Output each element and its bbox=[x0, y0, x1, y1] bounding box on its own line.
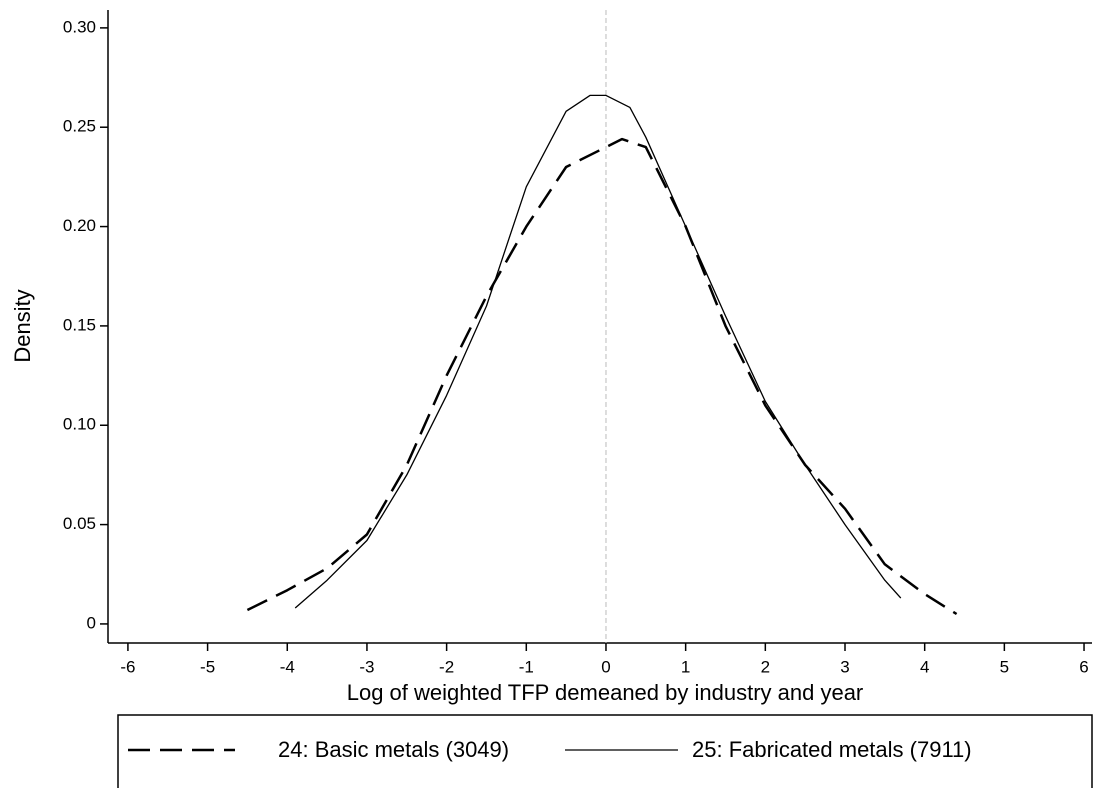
x-tick-label: 1 bbox=[681, 657, 690, 676]
density-line bbox=[294, 94, 902, 609]
x-tick-label: 4 bbox=[920, 657, 929, 676]
x-tick-label: -1 bbox=[519, 657, 534, 676]
x-tick-label: 3 bbox=[840, 657, 849, 676]
y-tick-label: 0.05 bbox=[63, 514, 96, 533]
legend-label: 24: Basic metals (3049) bbox=[278, 737, 509, 762]
x-tick-label: -3 bbox=[359, 657, 374, 676]
x-tick-label: 2 bbox=[761, 657, 770, 676]
density-line bbox=[246, 137, 958, 616]
legend-label: 25: Fabricated metals (7911) bbox=[692, 737, 972, 762]
y-tick-label: 0.20 bbox=[63, 216, 96, 235]
x-tick-label: 0 bbox=[601, 657, 610, 676]
y-tick-label: 0.15 bbox=[63, 315, 96, 334]
y-tick-label: 0 bbox=[87, 613, 96, 632]
x-tick-label: -5 bbox=[200, 657, 215, 676]
x-tick-label: 5 bbox=[1000, 657, 1009, 676]
y-tick-label: 0.10 bbox=[63, 415, 96, 434]
y-tick-label: 0.30 bbox=[63, 17, 96, 36]
x-axis-title: Log of weighted TFP demeaned by industry… bbox=[347, 680, 864, 705]
x-tick-label: -4 bbox=[280, 657, 295, 676]
y-tick-label: 0.25 bbox=[63, 117, 96, 136]
x-tick-label: -2 bbox=[439, 657, 454, 676]
y-axis-title: Density bbox=[10, 289, 35, 362]
legend-box bbox=[117, 714, 1093, 788]
x-tick-label: 6 bbox=[1079, 657, 1088, 676]
x-tick-label: -6 bbox=[120, 657, 135, 676]
